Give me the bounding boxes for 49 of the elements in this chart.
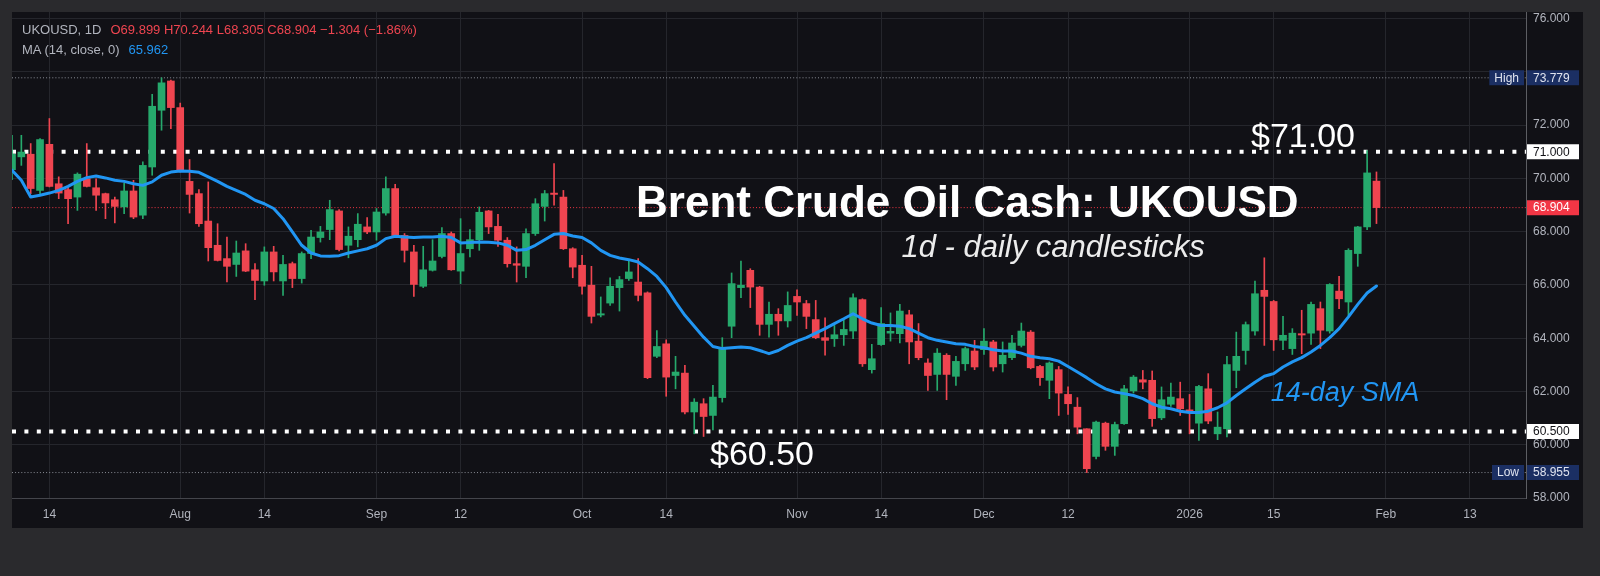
y-tick-label: 58.000 (1533, 490, 1571, 505)
text: Brent Crude Oil Cash: UKOUSD (636, 176, 1299, 226)
annotation: 65.962 (128, 41, 169, 57)
x-tick-label: 14 (42, 506, 57, 521)
candlestick (1297, 309, 1306, 354)
y-tick-label: 66.000 (1533, 277, 1571, 292)
y-tick-label: 68.000 (1533, 224, 1571, 239)
x-tick-label: Dec (973, 506, 995, 521)
candlestick (1279, 316, 1287, 350)
x-tick-label: 12 (1061, 506, 1076, 521)
x-tick-label: Feb (1375, 506, 1397, 521)
text: 1d - daily candlesticks (901, 228, 1205, 264)
text: 68.904 (1533, 200, 1571, 215)
ref-line-label: $71.00 (1250, 116, 1355, 155)
annotation: MA (14, close, 0) (22, 41, 120, 57)
candlestick (223, 236, 231, 283)
text: 60.500 (1533, 424, 1571, 439)
ref-line-label: $60.50 (710, 433, 815, 472)
y-tick-label: 72.000 (1533, 117, 1571, 132)
x-tick-label: 13 (1463, 506, 1477, 521)
y-tick-label: 76.000 (1533, 10, 1571, 25)
candlestick (1260, 257, 1269, 346)
x-tick-label: 2026 (1176, 506, 1204, 521)
candlestick (737, 260, 745, 299)
x-tick-label: 15 (1266, 506, 1281, 521)
text: 73.779 (1533, 70, 1571, 85)
candlestick (596, 296, 605, 318)
y-tick-label: 62.000 (1533, 383, 1571, 398)
annotation: UKOUSD, 1D (22, 22, 102, 37)
x-tick-label: 12 (453, 506, 468, 521)
annotation: O69.899 H70.244 L68.305 C68.904 −1.304 (−1.86%) (110, 22, 417, 37)
ref-line-label: High (1494, 70, 1520, 85)
candlestick (793, 289, 801, 316)
x-tick-label: Sep (365, 506, 388, 521)
text: 71.000 (1533, 144, 1571, 159)
x-tick-label: Aug (169, 506, 191, 521)
x-tick-label: 14 (874, 506, 889, 521)
y-tick-label: 60.000 (1533, 437, 1571, 452)
candlestick (550, 163, 558, 206)
candlestick (1335, 276, 1343, 309)
text: 58.955 (1533, 465, 1571, 480)
ref-line-label: Low (1496, 465, 1520, 480)
series-label: 14-day SMA (1270, 376, 1420, 407)
x-tick-label: Nov (786, 506, 808, 521)
x-tick-label: 14 (257, 506, 272, 521)
y-tick-label: 70.000 (1533, 170, 1571, 185)
x-tick-label: Oct (572, 506, 593, 521)
x-tick-label: 14 (659, 506, 674, 521)
y-tick-label: 64.000 (1533, 330, 1571, 345)
